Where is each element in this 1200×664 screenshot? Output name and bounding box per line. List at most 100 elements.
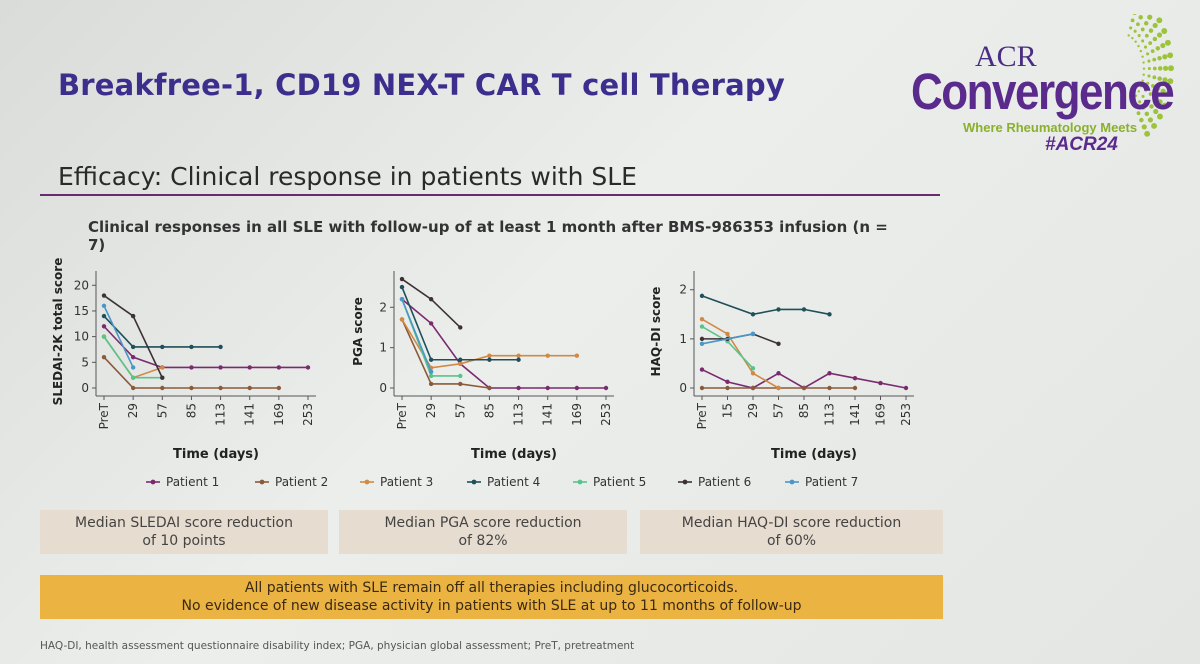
legend-marker-patient-4 xyxy=(471,479,477,485)
footnote: HAQ-DI, health assessment questionnaire … xyxy=(40,640,635,652)
key-finding-banner: All patients with SLE remain off all the… xyxy=(40,575,943,619)
y-tick-label: 2 xyxy=(679,283,687,297)
data-point-patient-2 xyxy=(218,385,223,391)
x-tick-label: 85 xyxy=(184,403,198,418)
logo-dot xyxy=(1139,49,1143,53)
data-point-patient-3 xyxy=(750,371,756,376)
x-tick-label: 15 xyxy=(721,403,735,418)
logo-dot xyxy=(1140,27,1145,32)
x-tick-label: 113 xyxy=(823,403,837,426)
logo-dot xyxy=(1141,105,1146,110)
y-tick-label: 15 xyxy=(74,304,89,318)
data-point-patient-1 xyxy=(305,365,311,370)
legend-marker-patient-1 xyxy=(150,479,156,485)
data-point-patient-1 xyxy=(218,365,223,370)
data-point-patient-3 xyxy=(574,353,580,358)
series-line-patient-7 xyxy=(103,305,134,368)
data-point-patient-4 xyxy=(189,344,194,350)
logo-dot xyxy=(1133,29,1137,33)
logo-dot xyxy=(1155,46,1161,51)
logo-dot xyxy=(1152,57,1157,62)
data-point-patient-6 xyxy=(101,293,107,298)
series-line-patient-4 xyxy=(701,295,830,316)
data-point-patient-1 xyxy=(903,385,909,391)
logo-dot xyxy=(1162,65,1169,71)
logo-dot xyxy=(1137,34,1141,38)
logo-dot xyxy=(1144,88,1148,92)
data-point-patient-1 xyxy=(878,380,883,386)
logo-dot xyxy=(1136,111,1141,116)
logo-dot xyxy=(1157,55,1162,61)
data-point-patient-7 xyxy=(699,341,705,346)
data-point-patient-7 xyxy=(101,303,107,309)
data-point-patient-7 xyxy=(399,297,405,302)
logo-dot xyxy=(1129,26,1133,30)
y-tick-label: 1 xyxy=(679,332,687,346)
data-point-patient-2 xyxy=(852,385,858,391)
data-point-patient-1 xyxy=(776,371,781,376)
logo-dot xyxy=(1167,52,1174,59)
y-axis-label: HAQ-DI score xyxy=(649,287,663,377)
logo-dot xyxy=(1131,36,1134,40)
data-point-patient-6 xyxy=(160,375,165,380)
x-tick-label: 57 xyxy=(453,403,467,418)
chart-haqdi: 0 1 2 HAQ-DI score PreT 15 29 57 85 113 141 169 253 T… xyxy=(649,271,914,462)
x-axis-label: Time (days) xyxy=(173,447,259,462)
data-point-patient-2 xyxy=(487,385,492,391)
x-tick-label: 57 xyxy=(155,403,169,418)
logo-dot xyxy=(1136,22,1140,27)
summary-sledai-line1: Median SLEDAI score reduction xyxy=(75,515,293,531)
data-point-patient-4 xyxy=(776,307,781,312)
logo-dot xyxy=(1161,28,1168,34)
chart-pga: 0 1 2 PGA score PreT 29 57 85 113 141 169 253 Time (… xyxy=(351,271,614,462)
summary-sledai-line2: of 10 points xyxy=(142,533,226,549)
data-point-patient-2 xyxy=(725,385,730,391)
data-point-patient-2 xyxy=(160,385,165,391)
legend-label-patient-7: Patient 7 xyxy=(805,475,858,489)
logo-dot xyxy=(1152,36,1158,42)
logo-dot xyxy=(1142,73,1145,76)
data-point-patient-3 xyxy=(776,385,781,391)
data-point-patient-6 xyxy=(130,313,136,319)
x-tick-label: 169 xyxy=(874,403,888,426)
y-axis-label: SLEDAI-2K total score xyxy=(51,258,65,406)
data-point-patient-1 xyxy=(574,385,580,391)
legend-label-patient-3: Patient 3 xyxy=(380,475,433,489)
chart-sledai: 0 5 10 15 20 SLEDAI-2K total score PreT 29 57 85 1… xyxy=(51,258,316,462)
data-point-patient-1 xyxy=(130,354,136,360)
data-point-patient-4 xyxy=(750,312,756,317)
logo-dot xyxy=(1155,86,1161,91)
x-tick-label: PreT xyxy=(97,402,111,429)
logo-dot xyxy=(1139,85,1143,88)
x-tick-label: 57 xyxy=(772,403,786,418)
logo-dot xyxy=(1151,123,1157,129)
logo-dot xyxy=(1157,99,1163,105)
y-axis-label: PGA score xyxy=(351,297,365,366)
data-point-patient-1 xyxy=(603,385,609,391)
banner-line1: All patients with SLE remain off all the… xyxy=(244,580,739,596)
data-point-patient-4 xyxy=(130,344,136,350)
legend-label-patient-1: Patient 1 xyxy=(166,475,219,489)
logo-dot xyxy=(1151,84,1155,88)
x-tick-label: 141 xyxy=(243,403,257,426)
x-tick-label: 253 xyxy=(301,403,315,426)
logo-dot xyxy=(1157,113,1163,120)
y-tick-label: 10 xyxy=(74,330,89,344)
legend-label-patient-6: Patient 6 xyxy=(698,475,751,489)
y-tick-label: 1 xyxy=(379,341,387,355)
logo-dot xyxy=(1137,44,1140,48)
summary-haqdi-line2: of 60% xyxy=(766,533,817,549)
x-tick-label: 169 xyxy=(570,403,584,426)
summary-pga-line2: of 82% xyxy=(458,533,508,549)
logo-dot xyxy=(1142,67,1146,70)
data-point-patient-4 xyxy=(399,284,405,290)
data-point-patient-4 xyxy=(487,357,492,362)
data-point-patient-7 xyxy=(130,365,136,370)
data-point-patient-1 xyxy=(545,385,550,391)
logo-tagline: Where Rheumatology Meets xyxy=(963,120,1138,135)
data-point-patient-2 xyxy=(801,385,807,391)
data-point-patient-3 xyxy=(487,353,492,358)
summary-pga-line1: Median PGA score reduction xyxy=(384,515,582,531)
data-point-patient-5 xyxy=(458,373,463,379)
